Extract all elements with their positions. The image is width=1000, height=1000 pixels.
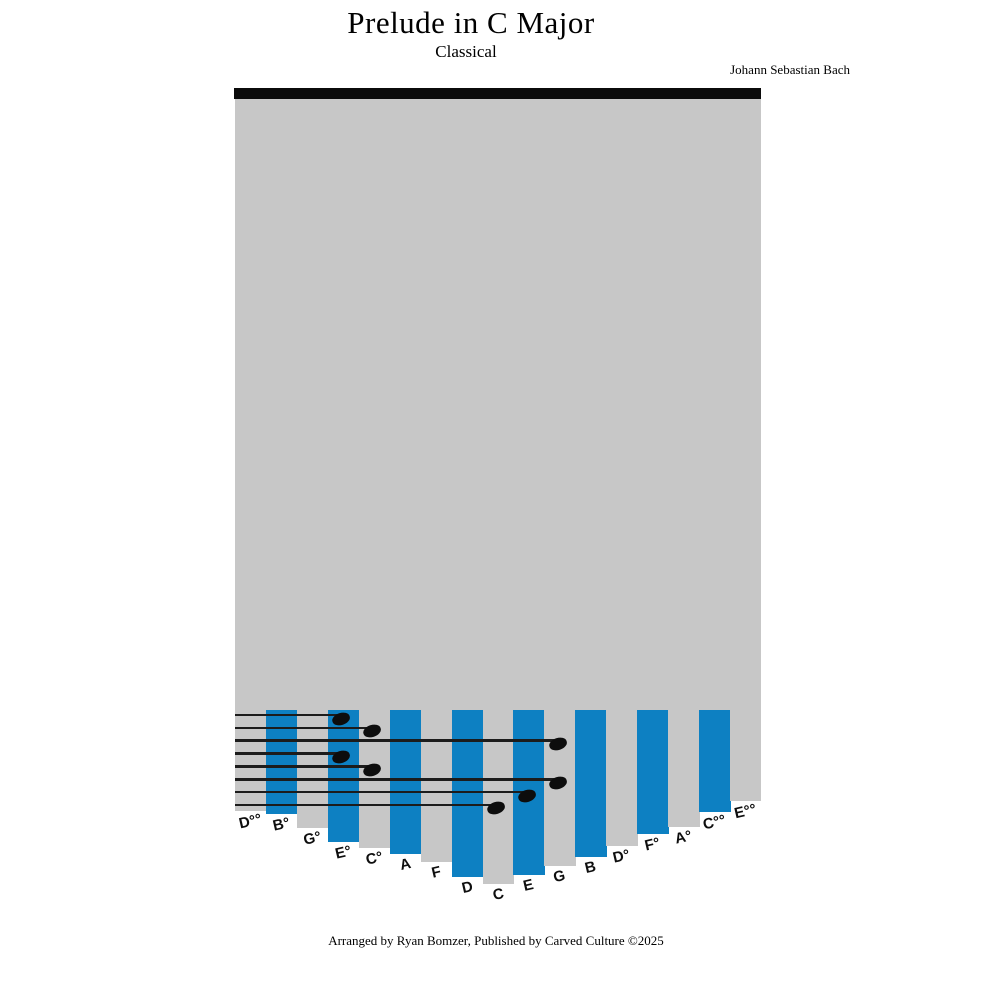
page-subtitle: Classical	[435, 42, 497, 61]
page-title: Prelude in C Major	[347, 5, 595, 40]
tine-A	[389, 710, 422, 854]
composer-name: Johann Sebastian Bach	[730, 62, 850, 77]
note-line-7-E	[235, 790, 527, 794]
tine-F°	[637, 710, 669, 834]
note-line-5-C°	[235, 765, 373, 768]
note-line-8-C	[235, 803, 496, 807]
note-line-4-E°	[235, 752, 342, 755]
tine-D°°	[235, 710, 267, 811]
tine-B	[575, 710, 607, 857]
instrument-body	[235, 99, 761, 710]
instrument-top-bar	[234, 88, 761, 99]
tine-E°	[327, 710, 360, 842]
note-line-1-E°	[235, 713, 342, 717]
tine-F	[420, 710, 453, 862]
note-line-6-G	[235, 777, 558, 781]
tine-C	[482, 710, 514, 884]
tine-E°°	[730, 710, 762, 801]
tine-G°	[296, 710, 329, 828]
tine-D°	[606, 710, 638, 846]
footer-credit: Arranged by Ryan Bomzer, Published by Ca…	[328, 933, 664, 948]
tine-D	[451, 710, 484, 877]
note-line-3-G	[235, 739, 558, 742]
tine-A°	[668, 710, 700, 827]
note-line-2-C°	[235, 726, 373, 730]
tine-C°°	[699, 710, 731, 812]
